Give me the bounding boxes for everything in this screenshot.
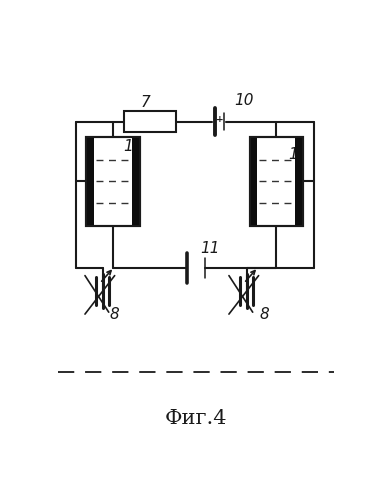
Bar: [124, 111, 175, 132]
Text: 10: 10: [234, 93, 254, 108]
Text: +: +: [216, 115, 224, 124]
Bar: [87, 137, 94, 226]
Bar: [250, 137, 257, 226]
Bar: [295, 137, 303, 226]
Bar: [250, 137, 303, 226]
Bar: [250, 137, 303, 226]
Bar: [87, 137, 140, 226]
Text: 11: 11: [200, 241, 219, 256]
Text: 7: 7: [141, 95, 151, 110]
Text: 8: 8: [260, 306, 269, 322]
Text: Фиг.4: Фиг.4: [165, 410, 228, 428]
Text: 8: 8: [110, 306, 119, 322]
Text: 1: 1: [123, 139, 133, 154]
Text: 1: 1: [288, 147, 298, 162]
Bar: [87, 137, 140, 226]
Bar: [132, 137, 140, 226]
